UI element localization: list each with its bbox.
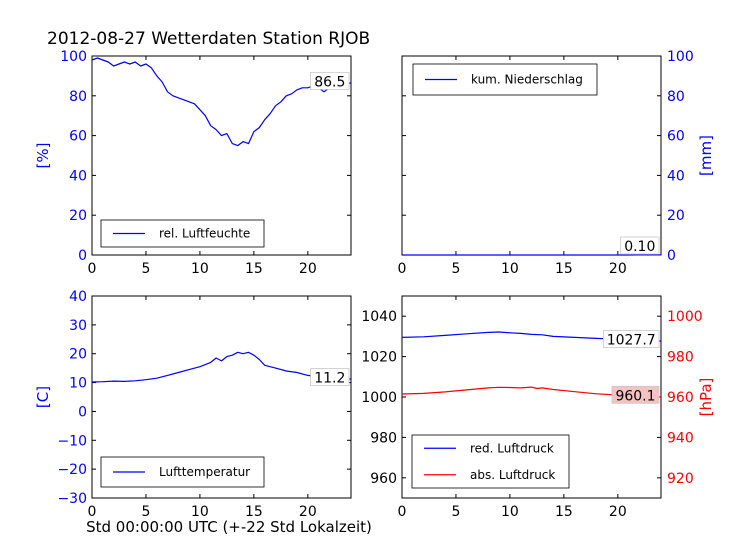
x-tick-label: 0	[398, 261, 407, 277]
y-tick-label: 0	[78, 248, 87, 264]
last-value-box	[620, 236, 660, 255]
y-tick-label: 10	[69, 376, 87, 392]
x-tick-label: 15	[555, 504, 573, 520]
last-value-box	[611, 385, 660, 404]
legend-entry: abs. Luftdruck	[470, 468, 555, 482]
y-axis-label: [C]	[34, 386, 52, 408]
x-tick-label: 20	[299, 504, 317, 520]
y2-tick-label: 1000	[667, 309, 703, 325]
y2-tick-label: 940	[667, 430, 694, 446]
x-tick-label: 15	[245, 261, 263, 277]
y-tick-label: 1000	[361, 390, 397, 406]
last-value-label: 1027.7	[607, 333, 656, 349]
legend-entry: rel. Luftfeuchte	[159, 227, 250, 241]
y-tick-label: −10	[57, 433, 87, 449]
x-tick-label: 10	[501, 261, 519, 277]
x-tick-label: 0	[88, 504, 97, 520]
x-axis-label: Std 00:00:00 UTC (+-22 Std Lokalzeit)	[86, 518, 372, 536]
y-tick-label: −30	[57, 491, 87, 507]
axes-frame	[91, 55, 352, 256]
y-tick-label: 100	[667, 49, 694, 65]
axes-frame	[91, 295, 352, 499]
figure-title: 2012-08-27 Wetterdaten Station RJOB	[47, 29, 370, 49]
legend-box	[411, 434, 570, 489]
x-tick-label: 20	[299, 261, 317, 277]
y-tick-label: 0	[78, 404, 87, 420]
y-tick-label: 960	[370, 471, 397, 487]
series-line	[91, 57, 352, 147]
last-value-box	[310, 71, 350, 90]
x-tick-label: 10	[191, 504, 209, 520]
x-tick-label: 5	[141, 261, 150, 277]
y-tick-label: 20	[69, 347, 87, 363]
x-tick-label: 15	[245, 504, 263, 520]
y-tick-label: 20	[667, 208, 685, 224]
y-tick-label: 60	[69, 129, 87, 145]
panel-humidity: 0 5 10 15 20 0 20 40 60 80 100 [%] 86.5 rel. Luftfeuc…	[34, 49, 352, 277]
series-line	[401, 386, 662, 398]
x-tick-label: 0	[398, 504, 407, 520]
y-tick-label: 0	[667, 248, 676, 264]
y-tick-label: 1020	[361, 350, 397, 366]
y-tick-label: 40	[667, 168, 685, 184]
last-value-box	[310, 368, 350, 387]
y-tick-label: 60	[667, 129, 685, 145]
x-tick-label: 5	[451, 261, 460, 277]
y-axis-label: [%]	[34, 143, 52, 169]
x-tick-label: 20	[609, 504, 627, 520]
x-tick-label: 5	[141, 504, 150, 520]
y2-tick-label: 980	[667, 350, 694, 366]
legend-entry: Lufttemperatur	[159, 465, 250, 479]
y-tick-label: 40	[69, 168, 87, 184]
last-value-label: 0.10	[624, 239, 655, 255]
series-line	[91, 351, 352, 383]
y-tick-label: 40	[69, 289, 87, 305]
x-tick-label: 0	[88, 261, 97, 277]
x-tick-label: 20	[609, 261, 627, 277]
legend-entry: red. Luftdruck	[470, 441, 554, 455]
y-axis-label: [mm]	[697, 135, 715, 176]
y-tick-label: 80	[667, 89, 685, 105]
last-value-box	[603, 330, 660, 348]
y-tick-label: 20	[69, 208, 87, 224]
last-value-label: 86.5	[314, 74, 345, 90]
y-tick-label: 1040	[361, 309, 397, 325]
x-tick-label: 5	[451, 504, 460, 520]
panel-precipitation: 0 5 10 15 20 0 20 40 60 80 100 [mm] 0.10 kum. Nieders…	[398, 49, 715, 277]
y-tick-label: 80	[69, 89, 87, 105]
y2-tick-label: 960	[667, 390, 694, 406]
y-tick-label: 100	[60, 49, 87, 65]
y-tick-label: 980	[370, 430, 397, 446]
y-axis-label: [hPa]	[697, 378, 715, 417]
last-value-label: 960.1	[615, 388, 655, 404]
x-tick-label: 10	[191, 261, 209, 277]
legend-entry: kum. Niederschlag	[471, 73, 583, 87]
panel-pressure: 0 5 10 15 20 960 980 1000 1020 1040 920 940 960 980 10…	[361, 295, 715, 520]
y-tick-label: −20	[57, 462, 87, 478]
panel-temperature: 0 5 10 15 20 −30 −20 −10 0 10 20 30 40 [C] 11.2 Lufttem…	[34, 289, 352, 520]
x-tick-label: 15	[555, 261, 573, 277]
y-tick-label: 30	[69, 318, 87, 334]
last-value-label: 11.2	[314, 371, 345, 387]
y2-tick-label: 920	[667, 471, 694, 487]
x-tick-label: 10	[501, 504, 519, 520]
